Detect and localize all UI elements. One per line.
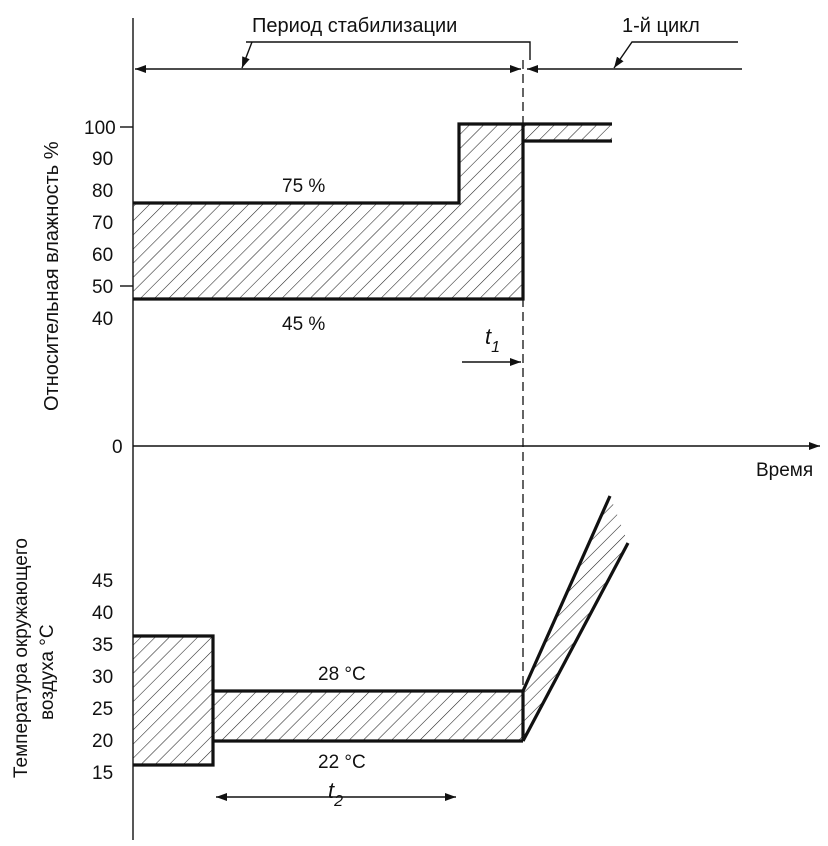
stabilization-label-underline: [246, 41, 531, 60]
temperature-axis-label-line2: воздуха °C: [37, 624, 58, 720]
humidity-tick: 60: [92, 245, 113, 266]
temperature-tick: 40: [92, 603, 113, 624]
first-cycle-label: 1-й цикл: [622, 15, 700, 37]
humidity-upper-label: 75 %: [282, 176, 325, 197]
t1-label: t1: [485, 324, 500, 356]
temperature-tolerance-band: [213, 691, 523, 741]
cycle-humidity-band: [523, 124, 612, 141]
temperature-tick: 35: [92, 635, 113, 656]
humidity-tick: 50: [92, 277, 113, 298]
humidity-axis-label: Относительная влажность %: [41, 141, 63, 411]
temperature-tick: 15: [92, 763, 113, 784]
stabilization-leader-line: [241, 41, 253, 69]
time-axis-label: Время: [756, 460, 813, 481]
first-cycle-leader-line: [613, 41, 738, 69]
initial-temperature-band: [133, 636, 213, 765]
stabilization-period-label: Период стабилизации: [252, 15, 457, 37]
zero-label: 0: [112, 437, 123, 458]
temperature-ramp-upper-line: [521, 495, 612, 692]
humidity-tick: 80: [92, 181, 113, 202]
humidity-lower-limit-line: [133, 124, 525, 301]
humidity-ticks: 100 90 80 70 60 50 40: [84, 118, 133, 330]
temperature-tick: 25: [92, 699, 113, 720]
temperature-lower-label: 22 °C: [318, 752, 366, 773]
temperature-tick: 30: [92, 667, 113, 688]
temperature-upper-label: 28 °C: [318, 664, 366, 685]
temperature-tick: 20: [92, 731, 113, 752]
temperature-ramp-band: [523, 496, 628, 741]
humidity-lower-label: 45 %: [282, 314, 325, 335]
t2-label: t2: [328, 778, 343, 810]
temperature-tick: 45: [92, 571, 113, 592]
humidity-tick: 40: [92, 309, 113, 330]
temperature-axis-label-line1: Температура окружающего: [11, 538, 32, 778]
temperature-ticks: 45 40 35 30 25 20 15: [92, 571, 113, 784]
humidity-tick: 90: [92, 149, 113, 170]
humidity-tick: 100: [84, 118, 116, 139]
temperature-ramp-lower-line: [521, 542, 630, 742]
humidity-tolerance-band: [133, 124, 523, 299]
humidity-upper-limit-line: [133, 122, 523, 205]
humidity-tick: 70: [92, 213, 113, 234]
